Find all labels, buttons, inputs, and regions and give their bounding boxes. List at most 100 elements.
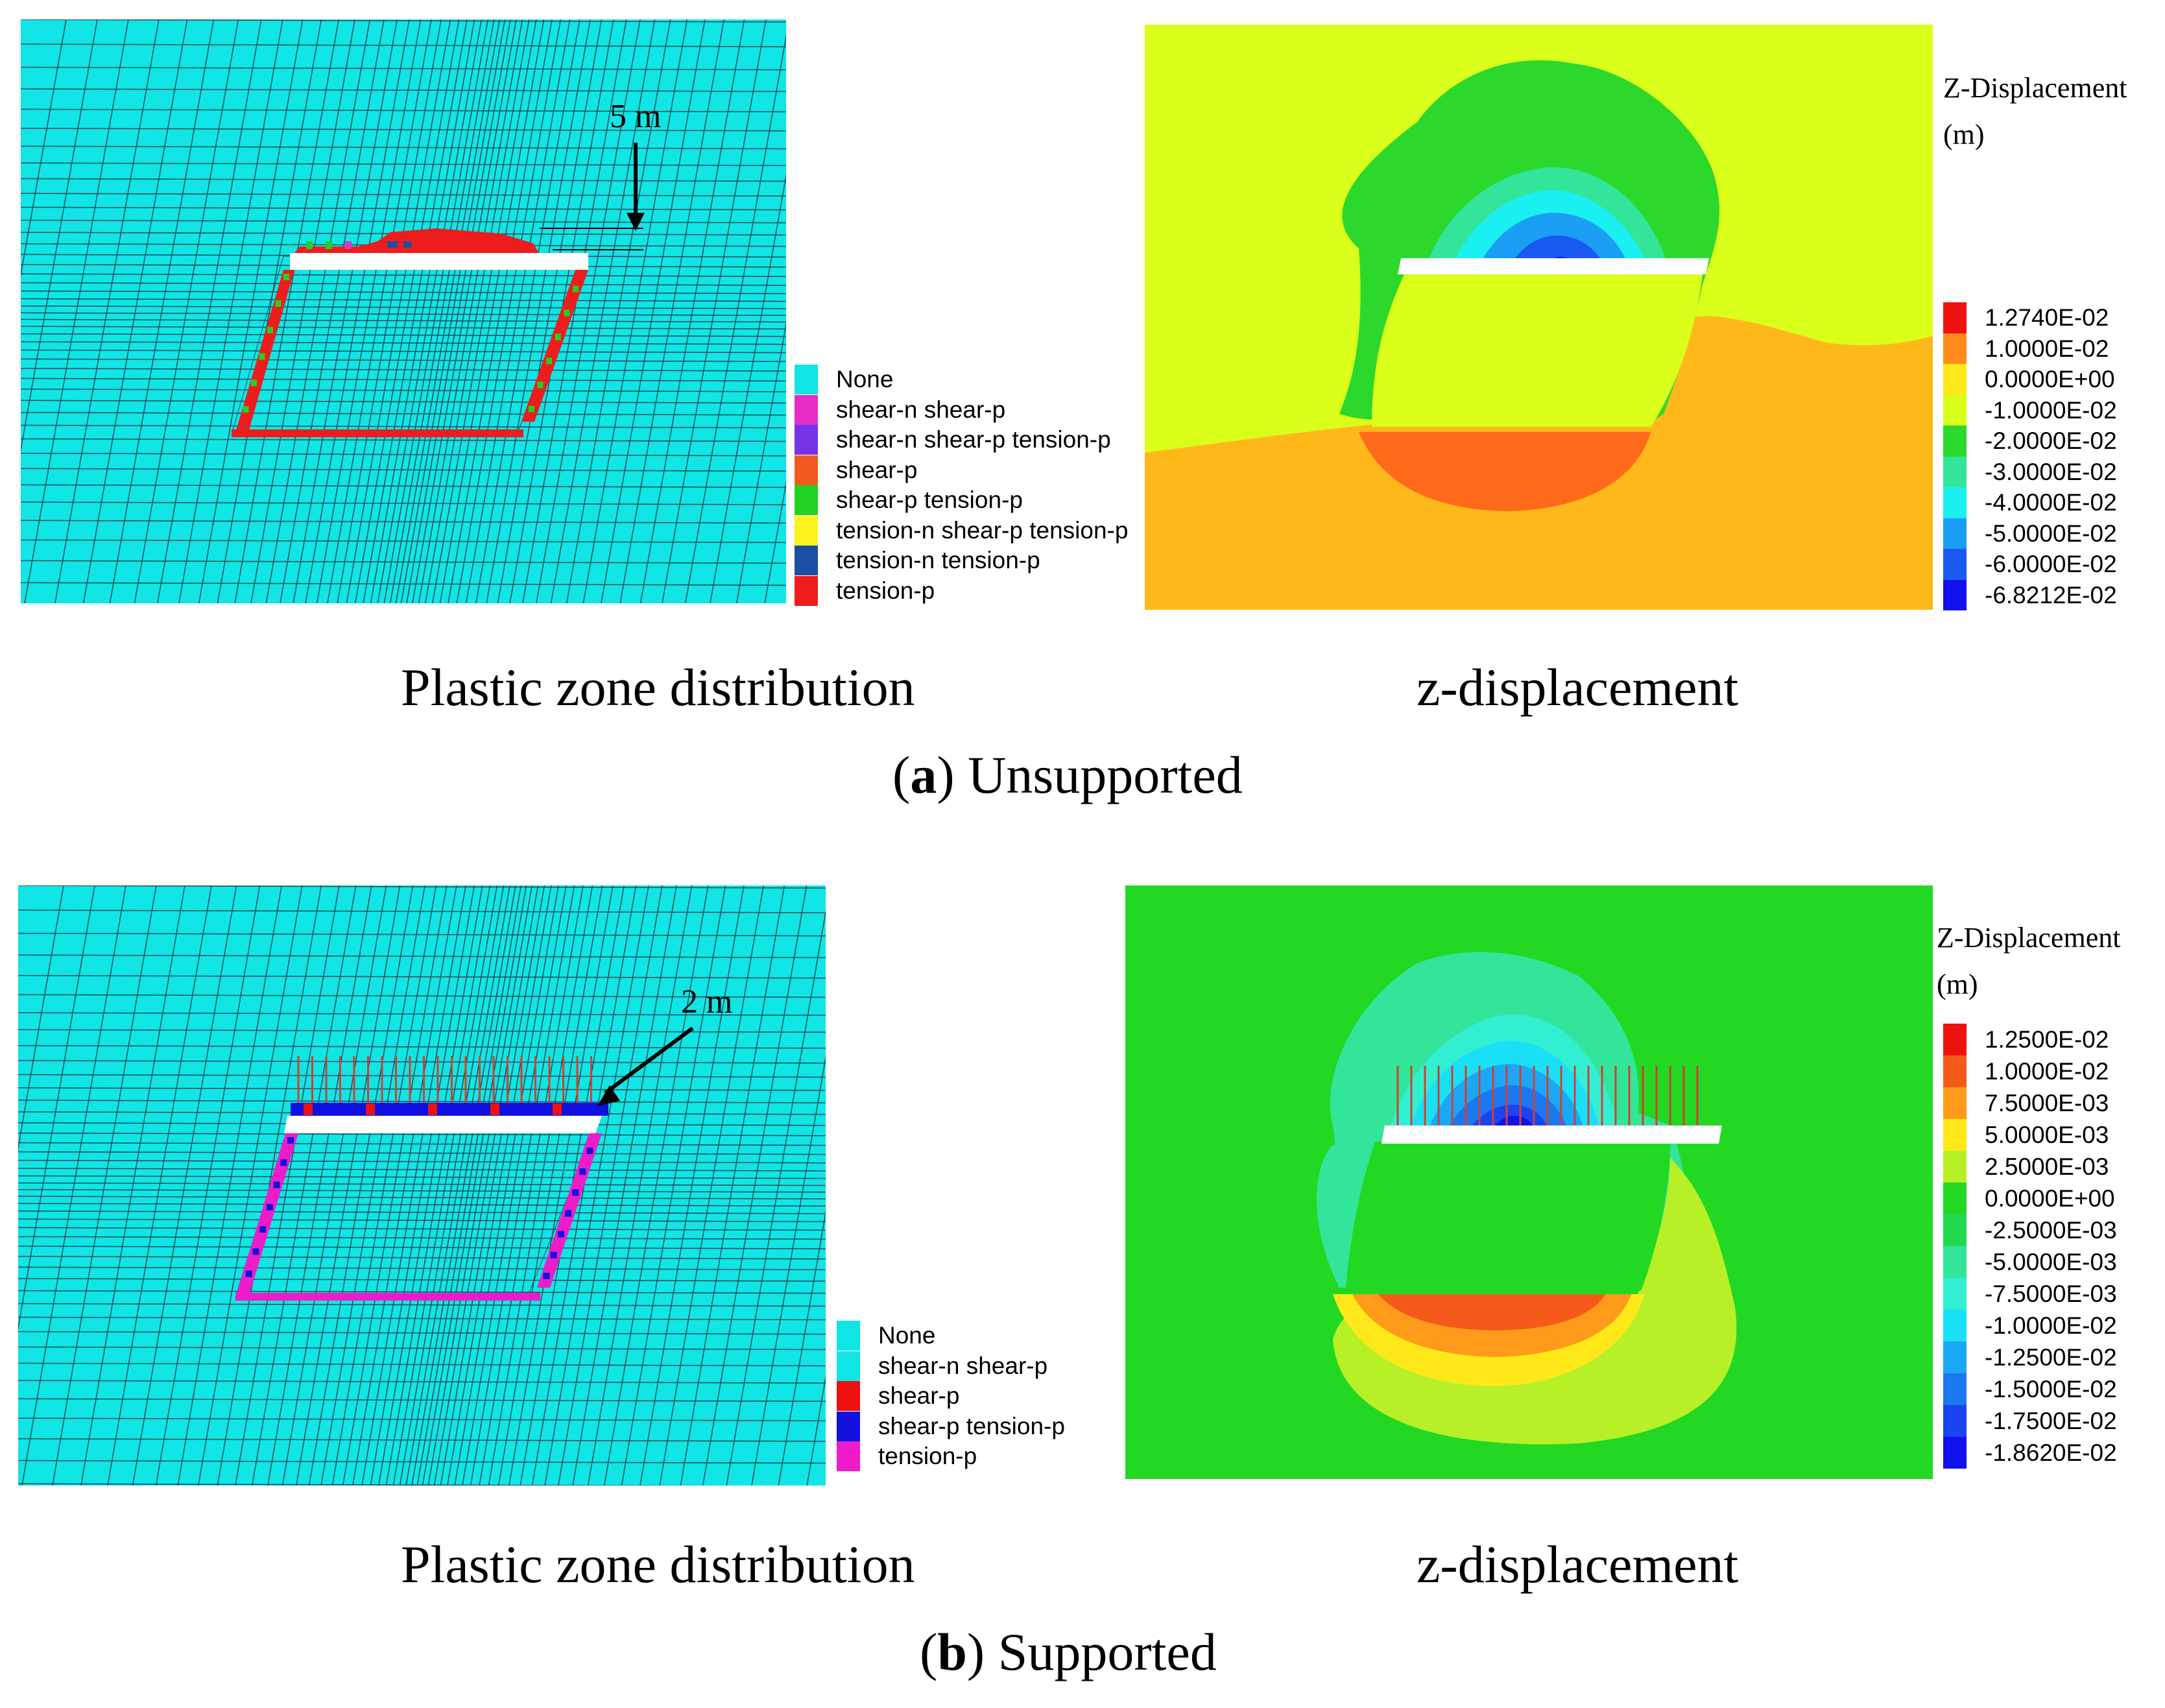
legend-label: shear-n shear-p xyxy=(836,396,1006,423)
plastic-zone-right-wall xyxy=(537,1133,602,1288)
colorbar-swatch xyxy=(1943,1278,1967,1310)
colorbar-value: -6.8212E-02 xyxy=(1985,581,2117,608)
colorbar-swatch xyxy=(1943,1246,1967,1278)
legend-swatch xyxy=(837,1321,860,1351)
plastic-zone-left-wall xyxy=(235,1133,298,1297)
caption-z-displacement-a: z-displacement xyxy=(1417,658,1739,717)
sub-open-paren: ( xyxy=(920,1622,938,1681)
colorbar-value: 7.5000E-03 xyxy=(1985,1090,2109,1116)
colorbar-swatch xyxy=(1943,1055,1967,1087)
rock-bolts xyxy=(297,1056,605,1105)
colorbar-value: -1.0000E-02 xyxy=(1985,1312,2117,1339)
colorbar-value: -4.0000E-02 xyxy=(1985,489,2117,516)
colorbar-title-unsupported: Z-Displacement (m) xyxy=(1943,65,2127,158)
mesh-horizontal-lines xyxy=(18,885,826,1485)
contour-dome-5 xyxy=(1472,1105,1547,1125)
caption-z-displacement-b: z-displacement xyxy=(1417,1535,1739,1594)
colorbar-value: -5.0000E-03 xyxy=(1985,1249,2117,1275)
legend-label: shear-p xyxy=(878,1382,960,1409)
sub-text: ) Supported xyxy=(966,1622,1217,1681)
colorbar-value: 1.2500E-02 xyxy=(1985,1026,2109,1053)
colorbar-value: -6.0000E-02 xyxy=(1985,551,2117,577)
annotation-2m: 2 m xyxy=(681,983,733,1020)
colorbar-swatch xyxy=(1943,1405,1967,1437)
colorbar-value: -7.5000E-03 xyxy=(1985,1281,2117,1307)
colorbar-value: -2.0000E-02 xyxy=(1985,427,2117,454)
legend-swatch xyxy=(837,1411,860,1441)
colorbar-swatch xyxy=(1943,1151,1967,1183)
legend-label: None xyxy=(836,366,894,392)
legend-label: tension-n shear-p tension-p xyxy=(836,516,1129,544)
legend-label: shear-n shear-p xyxy=(878,1352,1048,1379)
contour-floor-3 xyxy=(1378,1294,1605,1330)
colorbar-value: 0.0000E+00 xyxy=(1985,1185,2115,1212)
legend-swatch xyxy=(795,515,818,546)
legend-label: None xyxy=(878,1322,936,1349)
colorbar-swatch xyxy=(1943,394,1967,426)
colorbar-value: -1.0000E-02 xyxy=(1985,396,2117,424)
roadway-roof-gap xyxy=(284,1116,602,1133)
colorbar-value: 5.0000E-03 xyxy=(1985,1122,2109,1148)
plastic-zone-right-wall xyxy=(521,270,588,422)
colorbar-swatch xyxy=(1943,333,1967,364)
colorbar-swatch xyxy=(1943,1373,1967,1405)
sub-letter: b xyxy=(937,1622,967,1681)
colorbar-swatch xyxy=(1943,579,1967,610)
plastic-zone-left-wall xyxy=(235,270,294,435)
colorbar-swatch xyxy=(1943,518,1967,549)
colorbar-value: -2.5000E-03 xyxy=(1985,1217,2117,1244)
subfigure-label-a: (a) Unsupported xyxy=(892,745,1243,806)
colorbar-supported: 1.2500E-02 1.0000E-02 7.5000E-03 5.0000E-03… xyxy=(1943,1024,2164,1471)
legend-swatch xyxy=(795,455,818,485)
colorbar-value: 1.0000E-02 xyxy=(1985,1058,2109,1085)
plastic-zone-floor xyxy=(232,429,523,437)
colorbar-unsupported: 1.2740E-02 1.0000E-02 0.0000E+00 -1.0000E-0… xyxy=(1943,302,2164,614)
colorbar-value: 2.5000E-03 xyxy=(1985,1153,2109,1180)
caption-plastic-zone-b: Plastic zone distribution xyxy=(401,1535,915,1594)
annotation-arrow-shaft xyxy=(604,1026,694,1095)
mesh-vertical-lines xyxy=(18,885,826,1485)
plastic-zone-plot-unsupported xyxy=(21,19,786,603)
colorbar-title-line2: (m) xyxy=(1943,119,1985,150)
roadway-roof-gap xyxy=(1382,1125,1722,1144)
roadway-roof-gap xyxy=(1398,258,1709,274)
legend-label: shear-p tension-p xyxy=(836,487,1023,513)
legend-swatch xyxy=(837,1381,860,1411)
colorbar-swatch xyxy=(1943,456,1967,487)
legend-label: shear-p xyxy=(836,456,918,483)
contour-zone-chamber xyxy=(1346,1142,1670,1291)
legend-swatch xyxy=(795,546,818,575)
colorbar-swatch xyxy=(1943,487,1967,518)
colorbar-swatch xyxy=(1943,1310,1967,1341)
colorbar-title-supported: Z-Displacement (m) xyxy=(1937,915,2120,1008)
colorbar-swatch xyxy=(1943,302,1967,333)
plastic-zone-floor xyxy=(235,1293,540,1301)
mesh-horizontal-lines xyxy=(21,19,786,586)
sub-open-paren: ( xyxy=(892,745,911,804)
contour-zone-chamber xyxy=(1372,274,1703,427)
mesh-vertical-lines xyxy=(21,19,786,603)
rock-bolts xyxy=(1396,1066,1699,1127)
annotation-5m: 5 m xyxy=(610,98,662,135)
caption-plastic-zone-a: Plastic zone distribution xyxy=(401,658,915,717)
z-displacement-plot-unsupported xyxy=(1145,25,1933,610)
colorbar-value: -1.5000E-02 xyxy=(1985,1376,2117,1402)
legend-swatch xyxy=(795,365,818,394)
colorbar-title-line2: (m) xyxy=(1937,968,1978,1000)
colorbar-value: -1.7500E-02 xyxy=(1985,1408,2117,1434)
colorbar-title-line1: Z-Displacement xyxy=(1937,922,2121,954)
legend-swatch xyxy=(837,1351,860,1381)
contour-dome-6 xyxy=(1495,1116,1533,1125)
legend-label: tension-n tension-p xyxy=(836,547,1040,573)
colorbar-swatch xyxy=(1943,1183,1967,1214)
plastic-zone-legend-supported: None shear-n shear-p shear-p shear-p tensio… xyxy=(837,1321,1148,1489)
legend-swatch xyxy=(795,575,818,606)
plastic-zone-roof xyxy=(291,1103,608,1116)
legend-label: tension-p xyxy=(878,1443,977,1469)
colorbar-value: 1.2740E-02 xyxy=(1985,304,2109,331)
colorbar-swatch xyxy=(1943,426,1967,457)
legend-label: shear-p tension-p xyxy=(878,1412,1065,1439)
colorbar-swatch xyxy=(1943,1119,1967,1151)
colorbar-swatch xyxy=(1943,364,1967,395)
z-displacement-plot-supported xyxy=(1125,885,1933,1479)
